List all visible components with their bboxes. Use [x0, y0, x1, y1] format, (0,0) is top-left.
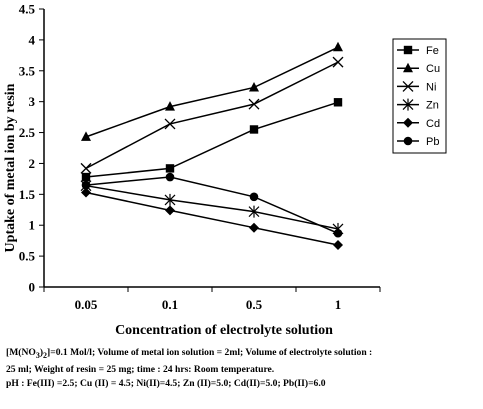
- point-cd-1: [333, 239, 343, 250]
- x-tick-labels: 0.05 0.1 0.5 1: [75, 297, 342, 312]
- point-pb-0.05: [81, 180, 91, 190]
- y-tick-label: 3.5: [19, 63, 36, 78]
- point-cd-0.05: [81, 187, 91, 198]
- legend-label-zn: Zn: [426, 100, 439, 112]
- series-line-cu: [85, 46, 339, 138]
- series-line-cd: [85, 191, 339, 246]
- point-ni-0.5: [248, 98, 260, 110]
- caption-line-1-sub: 3: [35, 350, 40, 360]
- legend-label-ni: Ni: [426, 81, 436, 93]
- legend-item-fe: Fe: [397, 45, 439, 57]
- point-fe-1: [333, 98, 343, 107]
- legend-marker-pb: [403, 136, 413, 146]
- point-cd-0.1: [165, 205, 175, 216]
- point-ni-0.05: [80, 162, 92, 174]
- caption-line-3: pH : Fe(III) =2.5; Cu (II) = 4.5; Ni(II)…: [6, 377, 326, 389]
- legend-label-cu: Cu: [426, 63, 440, 75]
- legend-label-fe: Fe: [426, 45, 439, 57]
- x-tick-label: 0.1: [162, 297, 178, 312]
- point-fe-0.5: [249, 125, 259, 134]
- point-cu-0.5: [249, 81, 259, 92]
- y-tick-label: 3: [29, 94, 36, 109]
- point-cu-0.1: [165, 101, 175, 111]
- y-tick-label: 2: [29, 156, 36, 171]
- caption-line-1-start: [M(NO: [6, 347, 36, 358]
- series-cu: [81, 41, 343, 141]
- y-tick-label: 1.5: [19, 187, 36, 202]
- legend-label-cd: Cd: [426, 118, 440, 130]
- series-line-ni: [85, 61, 339, 170]
- point-pb-1: [333, 228, 343, 238]
- series-line-pb: [85, 176, 339, 234]
- legend-item-cd: Cd: [397, 117, 440, 130]
- legend-item-pb: Pb: [397, 136, 439, 148]
- point-zn-0.5: [248, 205, 260, 218]
- y-tick-label: 0: [29, 280, 36, 295]
- point-cu-1: [333, 41, 343, 52]
- series-cd: [81, 187, 343, 250]
- point-pb-0.5: [249, 192, 259, 202]
- caption: [M(NO3)2]=0.1 Mol/l; Volume of metal ion…: [6, 346, 482, 391]
- y-tick-label: 0.5: [19, 249, 36, 264]
- x-tick-label: 0.5: [246, 297, 263, 312]
- series-pb: [81, 172, 343, 238]
- legend-marker-ni: [402, 80, 414, 92]
- y-tick-label: 2.5: [19, 125, 36, 140]
- legend-box: [392, 38, 447, 154]
- legend-marker-cu: [403, 62, 413, 73]
- point-pb-0.1: [165, 172, 175, 182]
- caption-line-1-sub2: 2: [43, 350, 48, 360]
- series-layer: [80, 41, 344, 250]
- point-zn-0.1: [164, 193, 176, 206]
- caption-line-1: [M(NO3)2]=0.1 Mol/l; Volume of metal ion…: [6, 346, 482, 363]
- legend-item-cu: Cu: [397, 62, 440, 75]
- series-fe: [81, 98, 343, 182]
- axes: [39, 8, 381, 292]
- legend-item-ni: Ni: [397, 80, 436, 93]
- point-cu-0.05: [81, 131, 91, 141]
- y-tick-label: 4.5: [19, 2, 36, 17]
- legend-label-pb: Pb: [426, 136, 439, 148]
- x-axis-title: Concentration of electrolyte solution: [115, 323, 333, 338]
- series-zn: [80, 179, 344, 235]
- legend-marker-zn: [402, 98, 414, 111]
- point-fe-0.05: [81, 172, 91, 182]
- y-tick-labels: 0 0.5 1 1.5 2 2.5 3 3.5 4 4.5: [19, 2, 36, 295]
- legend-item-zn: Zn: [397, 98, 439, 112]
- legend: Fe Cu Ni Zn Cd Pb: [392, 38, 447, 154]
- point-fe-0.1: [165, 164, 175, 173]
- x-tick-label: 1: [335, 297, 342, 312]
- series-line-zn: [85, 184, 339, 230]
- y-tick-label: 4: [29, 32, 36, 47]
- caption-line-2: 25 ml; Weight of resin = 25 mg; time : 2…: [6, 363, 275, 375]
- series-line-fe: [85, 101, 339, 178]
- series-ni: [80, 56, 344, 174]
- x-tick-label: 0.05: [75, 297, 98, 312]
- caption-line-1-mid: ): [39, 347, 44, 358]
- y-axis-title: Uptake of metal ion by resin: [3, 83, 18, 252]
- legend-marker-cd: [403, 117, 413, 128]
- legend-marker-fe: [403, 45, 413, 55]
- point-ni-1: [332, 56, 344, 68]
- y-tick-label: 1: [29, 218, 36, 233]
- point-cd-0.5: [249, 222, 259, 233]
- caption-line-1-rest: ]=0.1 Mol/l; Volume of metal ion solutio…: [47, 347, 373, 358]
- point-ni-0.1: [164, 118, 176, 130]
